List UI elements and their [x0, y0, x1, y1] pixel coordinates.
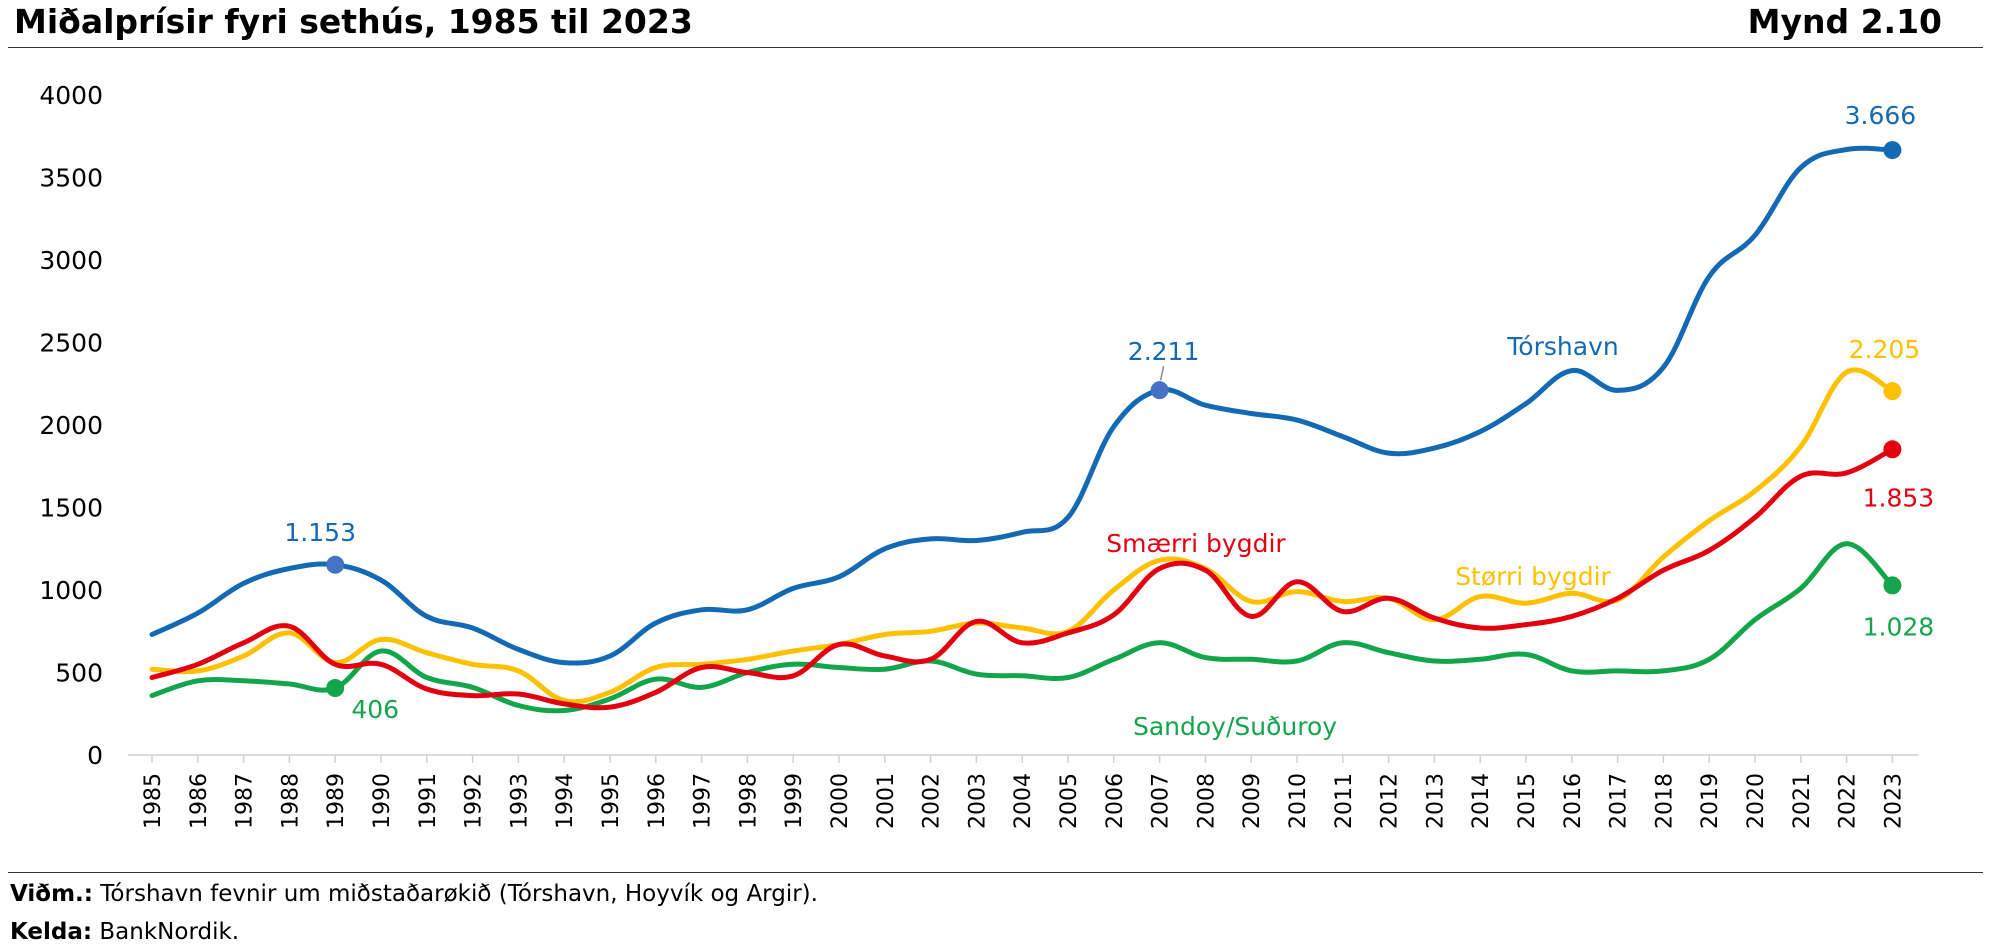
x-tick-label: 2006 — [1103, 773, 1128, 829]
series-line-4 — [149, 541, 1895, 714]
y-tick-label: 500 — [55, 659, 103, 688]
x-tick-label: 2011 — [1332, 773, 1357, 829]
chart-labels: 1.153 2.211 3.666 2.205 1.853 406 1.028 Tórshav… — [284, 101, 1934, 741]
x-tick-label: 2000 — [828, 773, 853, 829]
y-tick-label: 2000 — [39, 411, 103, 440]
data-point-marker — [326, 679, 345, 698]
series-name-label: Tórshavn — [1506, 332, 1618, 361]
series-name-label: Størri bygdir — [1455, 562, 1611, 591]
line-chart: 0 500 1000 1500 2000 2500 3000 3500 4000 1985 1986… — [39, 81, 1934, 829]
x-tick-label: 2021 — [1790, 773, 1815, 829]
series-line-1 — [149, 145, 1895, 666]
y-tick-label: 4000 — [39, 81, 103, 110]
figure-number: Mynd 2.10 — [1747, 2, 1942, 41]
data-point-marker — [1150, 381, 1169, 400]
data-point-marker — [1883, 576, 1902, 595]
source-label: Kelda: — [10, 919, 93, 945]
x-tick-label: 2009 — [1240, 773, 1265, 829]
footer-divider — [8, 872, 1983, 873]
x-tick-label: 1997 — [691, 773, 716, 829]
x-tick-label: 2020 — [1744, 773, 1769, 829]
series-line-2 — [149, 367, 1895, 705]
x-tick-label: 1985 — [141, 773, 166, 829]
x-tick-label: 1991 — [416, 773, 441, 829]
data-point-marker — [326, 555, 345, 574]
data-label: 406 — [351, 695, 399, 724]
x-tick-label: 2016 — [1561, 773, 1586, 829]
chart-axes: 0 500 1000 1500 2000 2500 3000 3500 4000 1985 1986… — [39, 81, 1919, 829]
x-tick-label: 2004 — [1011, 773, 1036, 829]
x-tick-label: 2022 — [1836, 773, 1861, 829]
data-point-marker — [1883, 382, 1902, 401]
chart-note: Viðm.: Tórshavn fevnir um miðstaðarøkið … — [10, 881, 818, 907]
data-label: 2.211 — [1128, 337, 1200, 366]
x-tick-label: 2002 — [920, 773, 945, 829]
chart-title: Miðalprísir fyri sethús, 1985 til 2023 — [14, 2, 693, 41]
data-point-marker — [1883, 141, 1902, 160]
note-label: Viðm.: — [10, 881, 93, 907]
x-tick-label: 1998 — [736, 773, 761, 829]
x-tick-label: 1990 — [370, 773, 395, 829]
data-point-marker — [1883, 440, 1902, 459]
x-tick-label: 2015 — [1515, 773, 1540, 829]
y-tick-label: 2500 — [39, 329, 103, 358]
x-tick-label: 2005 — [1057, 773, 1082, 829]
source-text: BankNordik. — [92, 919, 240, 945]
x-tick-label: 1989 — [324, 773, 349, 829]
y-tick-label: 0 — [87, 741, 103, 770]
x-tick-label: 1995 — [599, 773, 624, 829]
x-tick-label: 2018 — [1652, 773, 1677, 829]
series-name-label: Sandoy/Suðuroy — [1133, 712, 1337, 741]
y-tick-label: 1000 — [39, 576, 103, 605]
x-tick-label: 1988 — [278, 773, 303, 829]
x-tick-label: 1987 — [233, 773, 258, 829]
data-label: 1.153 — [284, 518, 356, 547]
x-tick-label: 2001 — [874, 773, 899, 829]
x-tick-label: 2003 — [965, 773, 990, 829]
label-leader-line — [1159, 366, 1165, 381]
data-label: 2.205 — [1849, 335, 1921, 364]
x-tick-label: 1994 — [553, 773, 578, 829]
series-line-3 — [149, 446, 1895, 711]
y-tick-label: 3500 — [39, 164, 103, 193]
data-label: 1.028 — [1863, 612, 1935, 641]
chart-source: Kelda: BankNordik. — [10, 919, 239, 945]
x-tick-label: 1986 — [187, 773, 212, 829]
y-tick-label: 3000 — [39, 246, 103, 275]
x-tick-label: 2013 — [1423, 773, 1448, 829]
series-name-label: Smærri bygdir — [1106, 529, 1286, 558]
x-tick-label: 1996 — [645, 773, 670, 829]
x-tick-label: 2017 — [1607, 773, 1632, 829]
data-label: 1.853 — [1863, 483, 1935, 512]
x-tick-label: 1999 — [782, 773, 807, 829]
header-divider — [8, 47, 1983, 48]
data-label: 3.666 — [1845, 101, 1917, 130]
x-tick-label: 2010 — [1286, 773, 1311, 829]
y-tick-label: 1500 — [39, 494, 103, 523]
chart-markers — [326, 141, 1902, 698]
x-tick-label: 2012 — [1378, 773, 1403, 829]
x-tick-label: 1993 — [507, 773, 532, 829]
x-tick-label: 2014 — [1469, 773, 1494, 829]
note-text: Tórshavn fevnir um miðstaðarøkið (Tórsha… — [92, 881, 818, 907]
x-tick-label: 2019 — [1698, 773, 1723, 829]
x-tick-label: 2007 — [1149, 773, 1174, 829]
x-tick-label: 1992 — [462, 773, 487, 829]
x-tick-label: 2008 — [1194, 773, 1219, 829]
chart-series-lines — [149, 145, 1895, 714]
x-tick-label: 2023 — [1881, 773, 1906, 829]
